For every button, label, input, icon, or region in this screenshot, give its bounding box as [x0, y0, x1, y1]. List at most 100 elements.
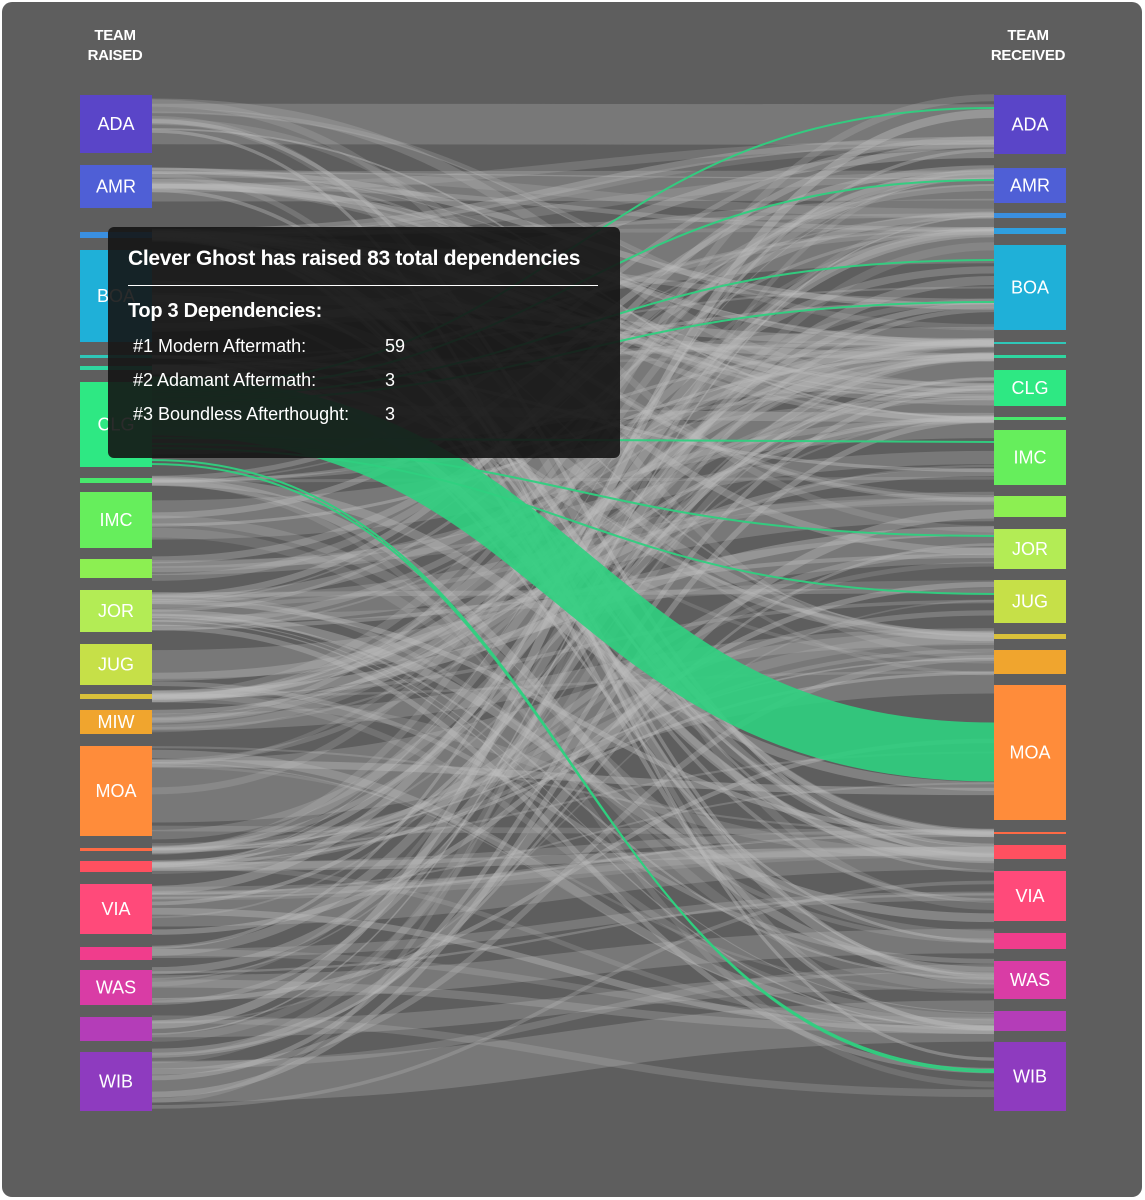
flow-link[interactable] [151, 139, 995, 193]
flow-link[interactable] [151, 670, 995, 698]
right-node-ada[interactable] [994, 95, 1066, 154]
flow-link[interactable] [151, 168, 995, 218]
flow-link[interactable] [151, 111, 995, 331]
flow-link[interactable] [151, 339, 995, 627]
right-node-unlabeled[interactable] [994, 417, 1066, 420]
flow-link[interactable] [151, 759, 995, 796]
right-node-was[interactable] [994, 961, 1066, 999]
left-node-unlabeled[interactable] [80, 848, 152, 851]
right-node-unlabeled[interactable] [994, 832, 1066, 834]
left-node-was[interactable] [80, 970, 152, 1005]
flow-link[interactable] [151, 307, 995, 1005]
flow-link[interactable] [151, 377, 995, 906]
flow-link[interactable] [151, 119, 995, 858]
flow-link[interactable] [151, 509, 995, 1058]
flow-link[interactable] [151, 610, 995, 853]
flow-link[interactable] [151, 450, 995, 576]
flow-link[interactable] [151, 690, 995, 1021]
flow-link[interactable] [151, 94, 995, 855]
flow-link[interactable] [151, 971, 995, 1038]
flow-link[interactable] [151, 353, 995, 1042]
flow-link[interactable] [151, 692, 995, 862]
right-node-wib[interactable] [994, 1042, 1066, 1111]
flow-link[interactable] [151, 630, 995, 823]
flow-link[interactable] [151, 847, 995, 901]
flow-link[interactable] [151, 655, 995, 1075]
flow-link[interactable] [151, 543, 995, 1056]
flow-link[interactable] [151, 115, 995, 910]
right-node-boa[interactable] [994, 245, 1066, 330]
flow-link[interactable] [151, 617, 995, 1013]
right-node-jug[interactable] [994, 580, 1066, 623]
right-node-clg[interactable] [994, 370, 1066, 406]
flow-link[interactable] [151, 832, 995, 899]
flow-link[interactable] [151, 825, 995, 836]
flow-link[interactable] [151, 624, 995, 1074]
right-node-jor[interactable] [994, 529, 1066, 569]
flow-link[interactable] [151, 620, 995, 1031]
right-node-unlabeled[interactable] [994, 650, 1066, 674]
flow-link[interactable] [151, 599, 995, 1024]
left-node-via[interactable] [80, 884, 152, 934]
flow-link[interactable] [151, 416, 995, 573]
left-node-miw[interactable] [80, 710, 152, 734]
flow-link[interactable] [151, 298, 995, 700]
flow-link[interactable] [151, 846, 995, 871]
left-node-unlabeled[interactable] [80, 559, 152, 578]
flow-link[interactable] [151, 893, 995, 974]
right-node-via[interactable] [994, 871, 1066, 921]
flow-link[interactable] [151, 891, 995, 959]
flow-link[interactable] [151, 229, 995, 766]
left-node-ada[interactable] [80, 95, 152, 153]
flow-link[interactable] [151, 497, 995, 568]
flow-link[interactable] [151, 1015, 995, 1098]
flow-link[interactable] [151, 613, 995, 980]
flow-link[interactable] [151, 515, 995, 940]
flow-link[interactable] [151, 547, 995, 868]
flow-link[interactable] [151, 398, 995, 540]
left-node-jug[interactable] [80, 644, 152, 685]
flow-link[interactable] [151, 628, 995, 731]
flow-link[interactable] [151, 351, 995, 975]
left-node-amr[interactable] [80, 165, 152, 208]
left-node-unlabeled[interactable] [80, 1017, 152, 1041]
flow-link[interactable] [151, 746, 995, 834]
flow-link[interactable] [151, 561, 995, 874]
flow-link[interactable] [151, 266, 995, 702]
flow-link[interactable] [151, 385, 995, 1081]
left-node-moa[interactable] [80, 746, 152, 836]
flow-link[interactable] [151, 339, 995, 724]
flow-link[interactable] [151, 907, 995, 1035]
flow-link[interactable] [151, 477, 995, 976]
flow-link[interactable] [151, 183, 995, 232]
flow-link[interactable] [151, 356, 995, 631]
left-node-jor[interactable] [80, 590, 152, 632]
flow-link[interactable] [151, 657, 995, 850]
flow-link[interactable] [151, 598, 995, 837]
flow-link[interactable] [151, 581, 995, 935]
right-node-unlabeled[interactable] [994, 845, 1066, 859]
right-node-amr[interactable] [994, 168, 1066, 203]
flow-link[interactable] [151, 416, 995, 866]
flow-link[interactable] [151, 782, 995, 896]
flow-link[interactable] [151, 353, 995, 703]
right-node-unlabeled[interactable] [994, 1011, 1066, 1031]
flow-link[interactable] [151, 846, 995, 895]
right-node-imc[interactable] [994, 430, 1066, 485]
flow-link[interactable] [151, 948, 995, 1025]
flow-link[interactable] [151, 172, 995, 180]
flow-link[interactable] [151, 103, 995, 145]
flow-link[interactable] [151, 928, 995, 1000]
flow-link[interactable] [151, 964, 995, 1070]
right-node-moa[interactable] [994, 685, 1066, 820]
flow-link[interactable] [151, 385, 995, 851]
right-node-unlabeled[interactable] [994, 228, 1066, 234]
right-node-unlabeled[interactable] [994, 355, 1066, 358]
flow-link[interactable] [151, 1000, 995, 1103]
flow-link[interactable] [151, 339, 995, 733]
flow-link[interactable] [151, 168, 995, 1104]
flow-link[interactable] [151, 880, 995, 1109]
flow-link[interactable] [151, 648, 995, 870]
right-node-unlabeled[interactable] [994, 342, 1066, 344]
flow-link[interactable] [151, 242, 995, 1064]
